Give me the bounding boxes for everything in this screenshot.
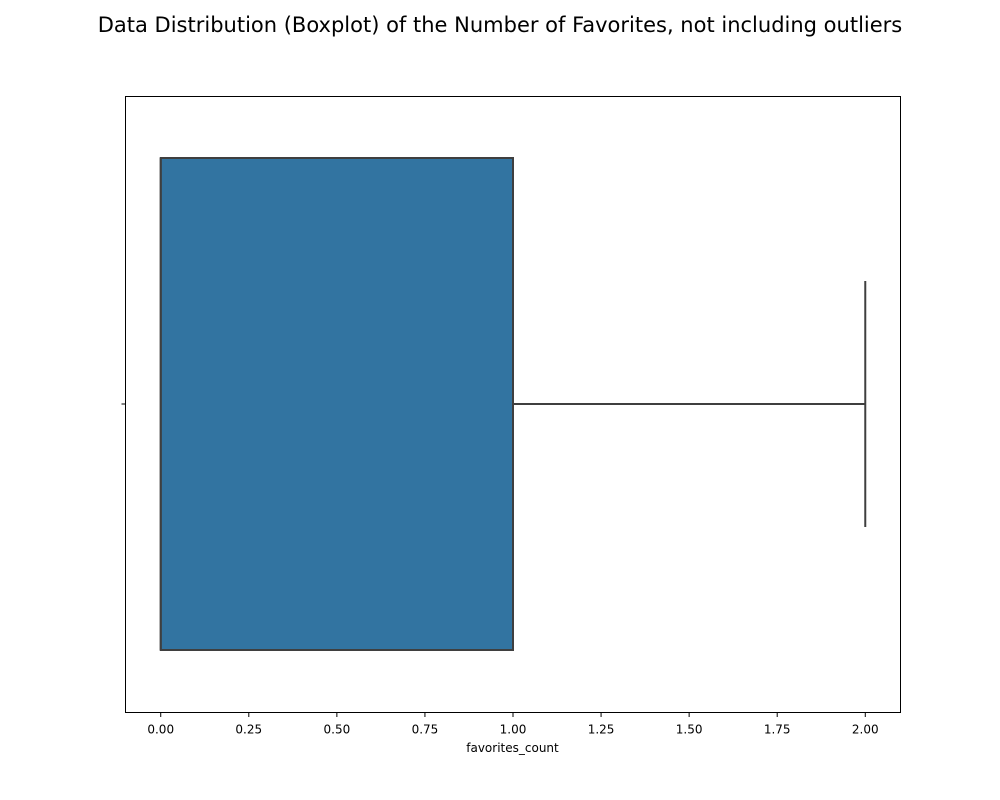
chart-title: Data Distribution (Boxplot) of the Numbe… [98,13,903,37]
x-tick-label: 2.00 [852,723,879,737]
x-tick-label: 0.75 [412,723,439,737]
boxplot [159,157,867,651]
x-axis-ticks: 0.00 0.25 0.50 0.75 1.00 1.25 1.50 1.75 2.00 [147,712,879,737]
x-tick-label: 1.50 [676,723,703,737]
x-axis-label: favorites_count [466,741,559,755]
x-tick-label: 1.25 [588,723,615,737]
x-tick-label: 0.50 [324,723,351,737]
x-tick-label: 0.00 [147,723,174,737]
iqr-box [159,157,515,651]
x-tick-label: 1.00 [500,723,527,737]
x-tick-label: 1.75 [764,723,791,737]
x-tick-label: 0.25 [235,723,262,737]
